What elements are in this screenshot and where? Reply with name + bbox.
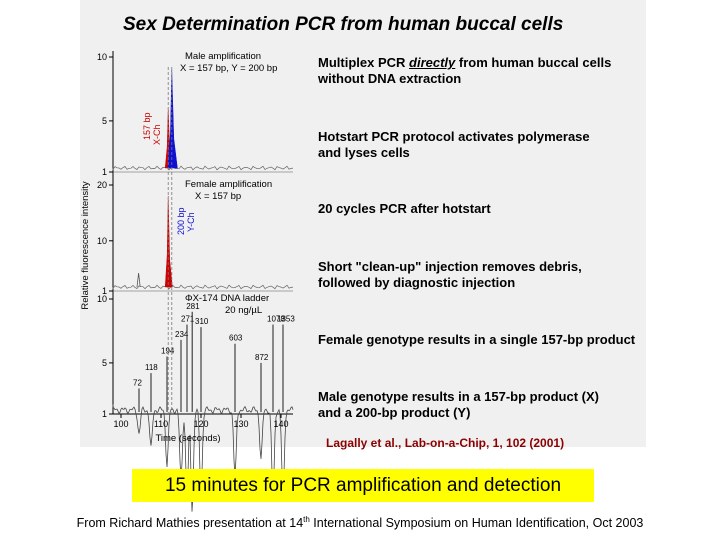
y-tick-label-male: 1: [102, 167, 107, 177]
y-tick-label-male: 5: [102, 116, 107, 126]
cleanup-spike: [136, 272, 141, 288]
y-peak-label: 200 bp: [176, 207, 186, 235]
x-tick-label: 100: [113, 419, 128, 429]
ladder-peak-label: 234: [175, 330, 189, 339]
y-peak-male: [167, 69, 178, 169]
caption-sub-ladder: 20 ng/µL: [225, 305, 262, 316]
citation: Lagally et al., Lab-on-a-Chip, 1, 102 (2…: [326, 436, 565, 450]
note-text-post: from human buccal cells: [455, 55, 612, 70]
note-line: Female genotype results in a single 157-…: [318, 332, 636, 347]
ladder-peak-label: 872: [255, 353, 269, 362]
caption-male: Male amplification: [185, 51, 261, 62]
note-line: Short "clean-up" injection removes debri…: [318, 259, 582, 274]
x-peak-label: 157 bp: [142, 112, 152, 140]
y-tick-label-female: 20: [97, 180, 107, 190]
x-tick-label: 120: [193, 419, 208, 429]
ladder-peak-label: 118: [145, 363, 158, 372]
x-peak-sublabel: X-Ch: [152, 124, 162, 145]
y-tick-label-ladder: 5: [102, 358, 107, 368]
x-tick-label: 130: [233, 419, 248, 429]
trace-female: [112, 284, 294, 290]
footer-credit: From Richard Mathies presentation at 14t…: [76, 515, 644, 531]
slide-figure-panel: [80, 0, 646, 447]
caption-sub-male: X = 157 bp, Y = 200 bp: [180, 63, 277, 74]
y-tick-label-ladder: 1: [102, 409, 107, 419]
ladder-trace: [112, 404, 294, 512]
caption-ladder: ΦX-174 DNA ladder: [185, 293, 269, 304]
trace-male: [112, 165, 294, 171]
y-axis-title: Relative fluorescence intensity: [80, 181, 91, 310]
note-male-result: Male genotype results in a 157-bp produc…: [318, 389, 599, 421]
ladder-peak-label: 1353: [277, 315, 295, 324]
ladder-peak-label: 72: [133, 378, 142, 387]
y-tick-label-ladder: 10: [97, 294, 107, 304]
highlight-banner: 15 minutes for PCR amplification and det…: [132, 469, 594, 502]
note-line: followed by diagnostic injection: [318, 275, 516, 290]
note-cleanup: Short "clean-up" injection removes debri…: [318, 259, 582, 291]
ladder-peak-label: 271: [181, 315, 195, 324]
note-multiplex: Multiplex PCR directly from human buccal…: [318, 55, 611, 87]
slide-title: Sex Determination PCR from human buccal …: [123, 14, 564, 35]
note-line: and lyses cells: [318, 145, 410, 160]
caption-sub-female: X = 157 bp: [195, 191, 241, 202]
note-emphasis: directly: [409, 55, 456, 70]
note-line: Multiplex PCR directly from human buccal…: [318, 55, 611, 71]
ladder-peak-label: 1078: [267, 315, 285, 324]
ladder-peak-label: 194: [161, 347, 175, 356]
note-hotstart: Hotstart PCR protocol activates polymera…: [318, 129, 590, 161]
x-tick-label: 110: [154, 419, 168, 429]
ladder-peak-label: 281: [186, 302, 200, 311]
x-axis-title: Time (seconds): [155, 433, 220, 444]
x-tick-label: 140: [273, 419, 288, 429]
y-tick-label-male: 10: [97, 52, 107, 62]
note-line: 20 cycles PCR after hotstart: [318, 201, 491, 216]
note-female-result: Female genotype results in a single 157-…: [318, 332, 635, 348]
note-line: Hotstart PCR protocol activates polymera…: [318, 129, 590, 144]
note-cycles: 20 cycles PCR after hotstart: [318, 201, 491, 217]
y-tick-label-female: 1: [102, 286, 107, 296]
y-peak-sublabel: Y-Ch: [186, 212, 196, 232]
caption-female: Female amplification: [185, 179, 272, 190]
x-peak-female: [164, 196, 173, 288]
note-line: and a 200-bp product (Y): [318, 405, 471, 420]
note-text-pre: Multiplex PCR: [318, 55, 410, 70]
ladder-peak-label: 310: [195, 317, 209, 326]
note-line: Male genotype results in a 157-bp produc…: [318, 389, 599, 404]
note-line: without DNA extraction: [318, 71, 462, 86]
ladder-peak-label: 603: [229, 334, 243, 343]
y-tick-label-female: 10: [97, 236, 107, 246]
